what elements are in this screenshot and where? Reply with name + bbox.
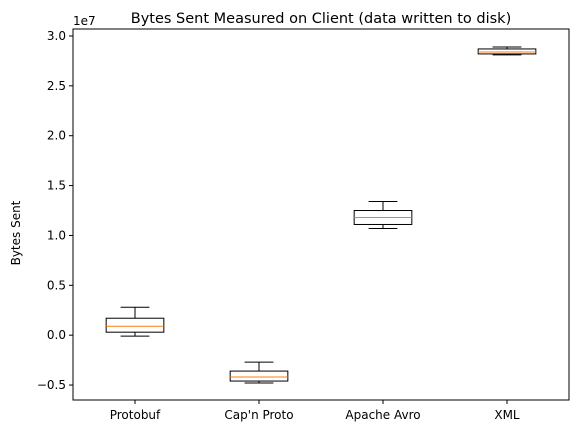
y-tick-label: 1.5 [47,179,66,193]
box-cap-n-proto [229,370,289,382]
y-tick-label: 2.0 [47,129,66,143]
y-offset-label: 1e7 [73,14,96,28]
chart-title: Bytes Sent Measured on Client (data writ… [131,11,511,27]
y-tick-label: 1.0 [47,228,66,242]
box-protobuf [105,317,165,333]
x-tick-label: Apache Avro [345,408,420,422]
x-tick-label: Cap'n Proto [224,408,293,422]
y-tick-label: 2.5 [47,79,66,93]
x-tick-label: Protobuf [110,408,161,422]
y-axis-label: Bytes Sent [9,200,23,265]
y-tick-label: −0.5 [37,378,66,392]
y-tick-label: 3.0 [47,29,66,43]
y-tick-label: 0.5 [47,278,66,292]
x-tick-label: XML [494,408,520,422]
y-tick-label: 0.0 [47,328,66,342]
axes-frame [72,28,570,401]
plot-area: −0.5 0.0 0.5 1.0 1.5 2.0 2.5 3.0 Protobuf Cap'n P… [37,29,537,422]
